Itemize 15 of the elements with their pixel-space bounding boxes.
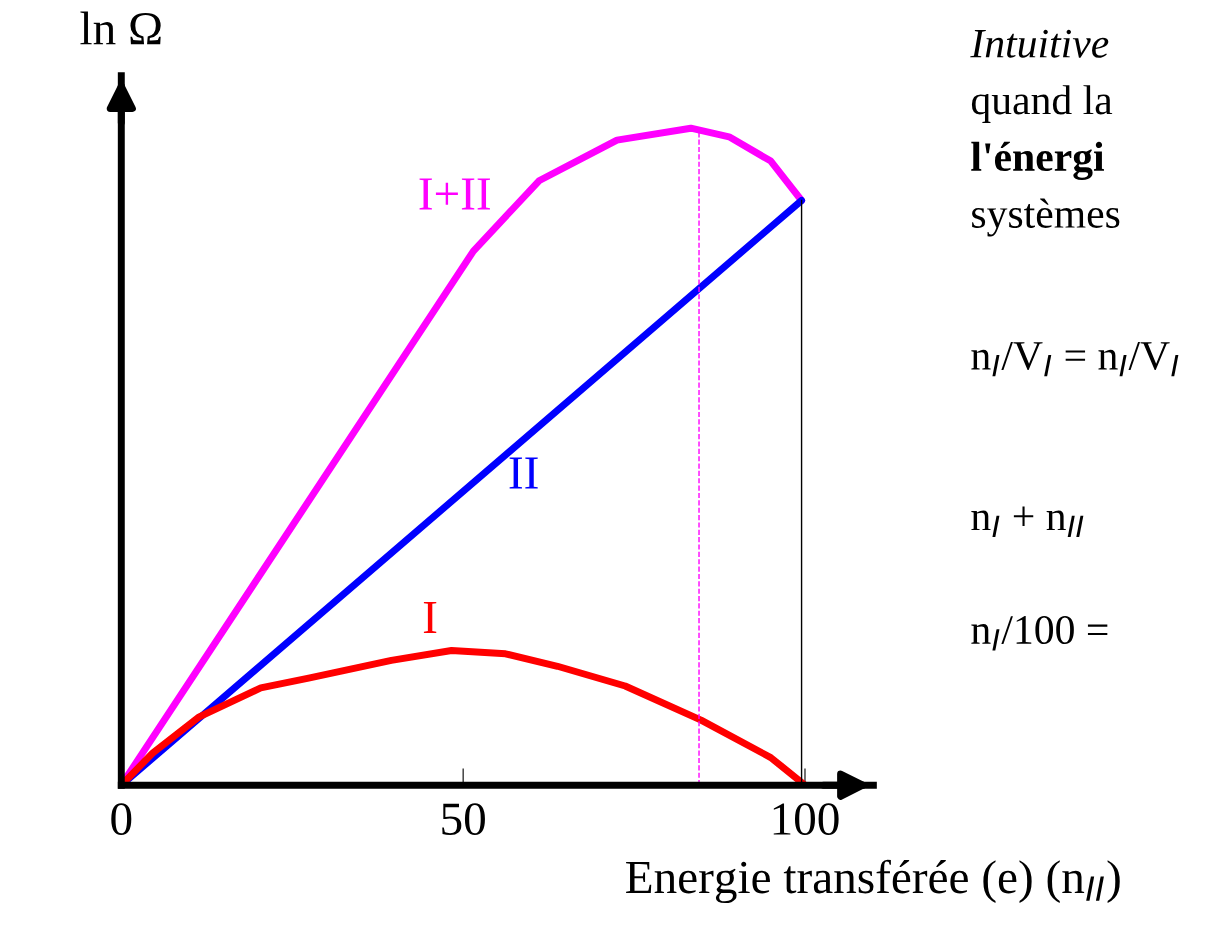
text: n$_{I}$ + n$_{II}$ (971, 506, 1084, 537)
series-label: I+II (419, 178, 490, 210)
text: n$_{I}$/100 = (971, 615, 1108, 651)
x-axis-title: Energie transférée (e) (n$_{II}$) (626, 859, 1120, 904)
y-axis-title: ln Ω (80, 11, 161, 45)
text: quand la (971, 85, 1113, 123)
text: Intuitive (970, 29, 1109, 58)
x-tick-label: 50 (442, 803, 485, 836)
series-label: I (423, 602, 437, 633)
x-tick-label: 0 (111, 803, 132, 836)
series-label: II (509, 457, 538, 489)
x-tick-label: 100 (773, 803, 839, 836)
text: l'énergi (971, 141, 1104, 180)
text: n$_{I}$/V$_{I}$ = n$_{I}$/V$_{I}$ (971, 342, 1179, 377)
text: systèmes (972, 198, 1120, 237)
